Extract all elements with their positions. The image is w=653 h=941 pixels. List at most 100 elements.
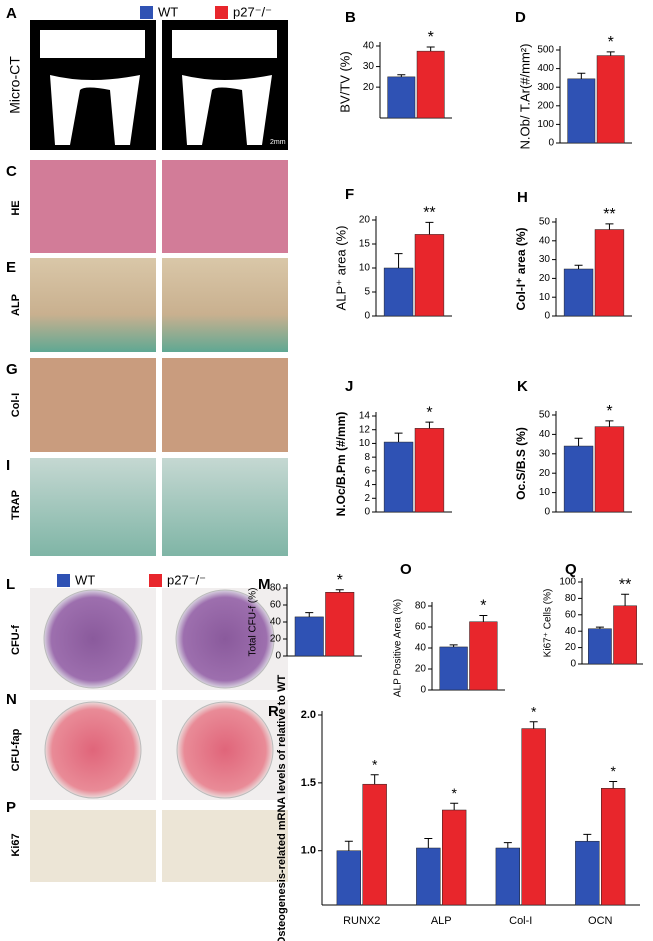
y-tick-label: 200 (537, 100, 554, 111)
bar (414, 234, 445, 317)
bar (588, 628, 612, 665)
significance-label: ** (423, 205, 435, 222)
y-tick-label: 100 (537, 119, 554, 130)
panel-letter: I (6, 457, 10, 474)
y-tick-label: 4 (364, 479, 370, 490)
panel-label: HE (10, 200, 22, 215)
error-bar (583, 833, 592, 842)
significance-label: * (426, 404, 432, 421)
bar (416, 50, 445, 119)
y-tick-label: 0 (544, 311, 550, 322)
error-bar (397, 74, 406, 77)
error-bar (605, 223, 614, 230)
error-bar (305, 612, 314, 617)
y-tick-label: 60 (415, 622, 427, 633)
legend-swatch (57, 574, 70, 587)
significance-label: ** (619, 577, 631, 594)
y-tick-label: 20 (270, 634, 282, 645)
bar (567, 78, 596, 144)
y-tick-label: 10 (359, 263, 371, 274)
legend-label: p27⁻/⁻ (167, 572, 206, 587)
y-tick-label: 50 (539, 217, 551, 228)
y-tick-label: 2 (364, 493, 370, 504)
error-bar (425, 421, 434, 429)
panel-label: ALP (10, 294, 22, 316)
y-tick-label: 0 (275, 651, 281, 662)
panel-label: Col-I (10, 393, 22, 417)
panel-letter: D (515, 9, 526, 26)
bar (469, 621, 498, 691)
significance-label: * (337, 572, 343, 589)
y-tick-label: 0 (544, 507, 550, 518)
bar (383, 441, 414, 513)
y-tick-label: 40 (539, 235, 551, 246)
y-axis-label: ALP⁺ area (%) (333, 226, 348, 311)
micrograph (162, 258, 288, 352)
significance-label: * (451, 785, 457, 801)
y-axis-label: BV/TV (%) (337, 51, 352, 112)
error-bar (394, 432, 403, 443)
y-tick-label: 30 (539, 448, 551, 459)
y-axis-label: N.Ob/ T.Ar(#/mm²) (517, 44, 532, 150)
panel-letter: M (258, 576, 271, 593)
bar (594, 229, 625, 317)
error-bar (344, 840, 353, 851)
y-axis-label: Col-I⁺ area (%) (514, 227, 528, 310)
x-tick-label: ALP (431, 915, 452, 927)
bar (439, 646, 468, 691)
bar (563, 268, 594, 317)
error-bar (605, 420, 614, 427)
bar (294, 616, 324, 657)
y-tick-label: 40 (270, 617, 282, 628)
error-bar (606, 51, 615, 56)
y-tick-label: 50 (539, 410, 551, 421)
micrograph (30, 458, 156, 556)
y-tick-label: 30 (363, 61, 375, 72)
error-bar (394, 253, 403, 268)
bar (594, 426, 625, 513)
y-tick-label: 300 (537, 82, 554, 93)
legend-label: WT (158, 4, 178, 19)
culture-dish (43, 589, 143, 689)
panel-label: Ki67 (10, 833, 22, 856)
y-tick-label: 10 (539, 292, 551, 303)
error-bar (574, 264, 583, 269)
panel-label: CFU-f (10, 625, 22, 655)
significance-label: ** (603, 206, 615, 223)
error-bar (503, 842, 512, 848)
bar (414, 428, 445, 513)
bar (325, 592, 355, 657)
micrograph (30, 160, 156, 253)
y-tick-label: 0 (570, 659, 576, 670)
panel-label: CFU-fap (10, 728, 22, 771)
culture-dish (175, 589, 275, 689)
error-bar (370, 774, 379, 785)
y-tick-label: 2.0 (301, 709, 316, 721)
micrograph (162, 358, 288, 452)
y-tick-label: 0 (364, 311, 370, 322)
micrograph (30, 358, 156, 452)
y-axis-label: Oc.S/B.S (%) (514, 427, 528, 500)
y-tick-label: 1.5 (301, 777, 316, 789)
panel-letter: O (400, 561, 412, 578)
y-tick-label: 400 (537, 63, 554, 74)
significance-label: * (608, 34, 614, 51)
bone-structure (40, 30, 145, 145)
y-tick-label: 20 (539, 468, 551, 479)
bar (521, 728, 546, 906)
bar (442, 809, 467, 906)
y-tick-label: 10 (539, 487, 551, 498)
y-axis-label: Osteogenesis-related mRNA levels of rela… (276, 675, 288, 941)
significance-label: * (480, 598, 486, 615)
significance-label: * (531, 703, 537, 719)
error-bar (595, 626, 604, 629)
error-bar (577, 72, 586, 79)
error-bar (449, 644, 458, 647)
y-tick-label: 30 (539, 254, 551, 265)
bar (575, 840, 600, 906)
y-tick-label: 0 (364, 507, 370, 518)
y-tick-label: 80 (565, 593, 577, 604)
culture-dish (44, 701, 142, 799)
panel-letter: P (6, 799, 16, 816)
